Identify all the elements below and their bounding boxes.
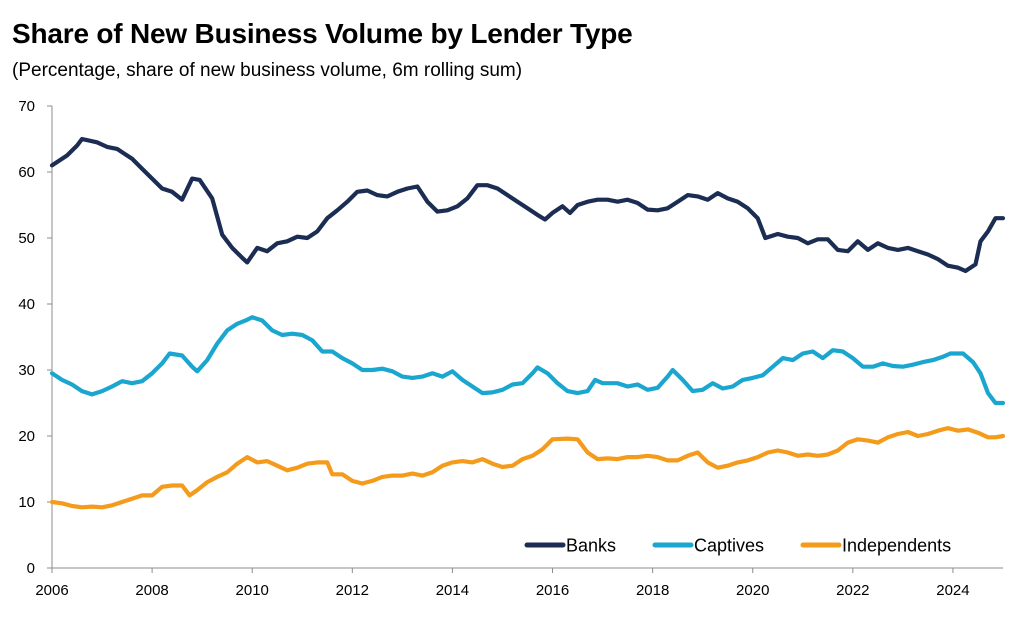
y-tick-label: 70 [18, 98, 35, 115]
series-layer [49, 136, 1006, 510]
y-tick-label: 60 [18, 164, 35, 181]
x-tick-label: 2014 [436, 582, 469, 599]
series-line-banks [49, 136, 1006, 274]
y-tick-label: 10 [18, 494, 35, 511]
y-tick-label: 50 [18, 230, 35, 247]
chart-subtitle: (Percentage, share of new business volum… [12, 60, 523, 81]
x-tick-label: 2010 [236, 582, 269, 599]
x-tick-label: 2008 [135, 582, 168, 599]
legend-label-captives: Captives [694, 536, 764, 556]
chart-axes: 0 10 20 30 40 50 60 70 2006 2008 2010 2012 2014 2016 2… [18, 98, 1003, 599]
x-tick-label: 2006 [35, 582, 68, 599]
chart-legend: Banks Captives Independents [524, 536, 951, 556]
legend-label-banks: Banks [566, 536, 616, 556]
x-tick-label: 2018 [636, 582, 669, 599]
series-line-captives [49, 315, 1006, 406]
x-tick-label: 2020 [736, 582, 769, 599]
y-tick-label: 20 [18, 428, 35, 445]
series-line-independents [49, 426, 1006, 510]
x-tick-label: 2016 [536, 582, 569, 599]
chart-title: Share of New Business Volume by Lender T… [12, 18, 633, 49]
y-tick-label: 40 [18, 296, 35, 313]
x-tick-label: 2022 [836, 582, 869, 599]
x-tick-label: 2024 [936, 582, 969, 599]
y-tick-label: 0 [27, 560, 35, 577]
y-tick-label: 30 [18, 362, 35, 379]
legend-label-independents: Independents [842, 536, 951, 556]
x-tick-label: 2012 [336, 582, 369, 599]
